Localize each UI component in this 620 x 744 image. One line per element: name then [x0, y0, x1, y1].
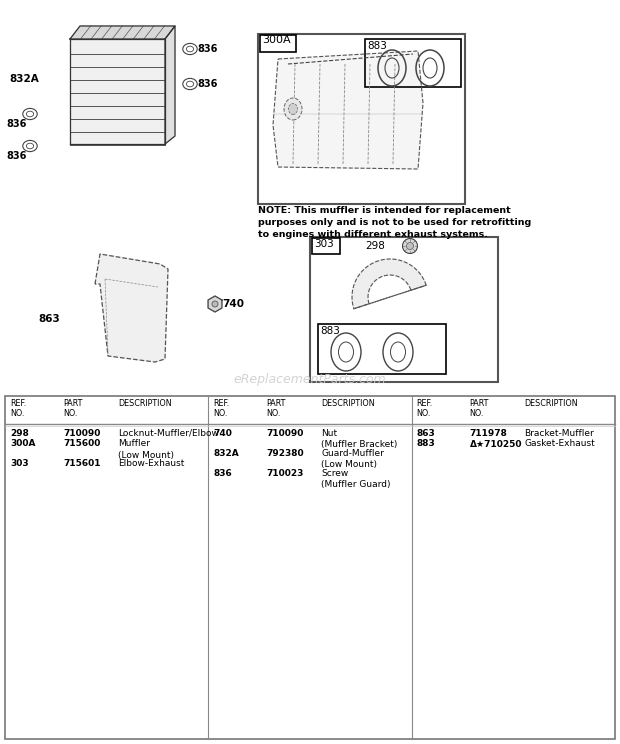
Bar — [260, 35, 296, 52]
Text: 836: 836 — [213, 469, 232, 478]
Text: Bracket-Muffler: Bracket-Muffler — [525, 429, 594, 438]
Text: eReplacementParts.com: eReplacementParts.com — [234, 373, 386, 386]
Text: 836: 836 — [197, 79, 218, 89]
Text: NOTE: This muffler is intended for replacement
purposes only and is not to be us: NOTE: This muffler is intended for repla… — [258, 206, 531, 239]
Text: 300A: 300A — [262, 35, 291, 45]
Ellipse shape — [407, 243, 414, 249]
Ellipse shape — [288, 103, 298, 115]
Bar — [312, 238, 340, 254]
Text: 300A: 300A — [10, 440, 35, 449]
Text: 836: 836 — [197, 44, 218, 54]
Text: 303: 303 — [10, 460, 29, 469]
Text: Δ★710250: Δ★710250 — [469, 440, 522, 449]
Bar — [318, 324, 446, 374]
Text: 863: 863 — [417, 429, 435, 438]
Text: 836: 836 — [6, 119, 27, 129]
Ellipse shape — [402, 239, 417, 254]
Text: 836: 836 — [6, 151, 27, 161]
Text: 883: 883 — [367, 41, 387, 51]
Text: 740: 740 — [222, 299, 244, 309]
Text: PART
NO.: PART NO. — [63, 399, 82, 418]
Text: 863: 863 — [38, 314, 60, 324]
Text: 832A: 832A — [213, 449, 239, 458]
Polygon shape — [165, 26, 175, 144]
Ellipse shape — [284, 98, 302, 120]
Text: Elbow-Exhaust: Elbow-Exhaust — [118, 460, 184, 469]
Text: Gasket-Exhaust: Gasket-Exhaust — [525, 440, 595, 449]
Polygon shape — [273, 51, 423, 169]
Text: 298: 298 — [365, 241, 385, 251]
Bar — [310, 237, 498, 382]
Text: PART
NO.: PART NO. — [469, 399, 489, 418]
Text: REF.
NO.: REF. NO. — [417, 399, 433, 418]
Text: 711978: 711978 — [469, 429, 508, 438]
Text: Nut
(Muffler Bracket): Nut (Muffler Bracket) — [321, 429, 397, 449]
Text: DESCRIPTION: DESCRIPTION — [118, 399, 172, 408]
Bar — [365, 39, 461, 87]
Text: 298: 298 — [10, 429, 29, 438]
Text: 715601: 715601 — [63, 460, 100, 469]
Text: Locknut-Muffler/Elbow: Locknut-Muffler/Elbow — [118, 429, 219, 438]
Bar — [5, 396, 615, 739]
Text: Muffler
(Low Mount): Muffler (Low Mount) — [118, 440, 174, 460]
Text: 303: 303 — [314, 239, 334, 249]
Text: 710090: 710090 — [266, 429, 304, 438]
Text: 883: 883 — [320, 326, 340, 336]
Text: 710090: 710090 — [63, 429, 100, 438]
Text: 883: 883 — [417, 440, 435, 449]
Text: REF.
NO.: REF. NO. — [213, 399, 229, 418]
Polygon shape — [70, 39, 165, 144]
Text: Guard-Muffler
(Low Mount): Guard-Muffler (Low Mount) — [321, 449, 384, 469]
Polygon shape — [208, 296, 222, 312]
Text: DESCRIPTION: DESCRIPTION — [321, 399, 375, 408]
Polygon shape — [352, 259, 426, 309]
Text: DESCRIPTION: DESCRIPTION — [525, 399, 578, 408]
Text: 740: 740 — [213, 429, 232, 438]
Text: PART
NO.: PART NO. — [266, 399, 286, 418]
Text: 832A: 832A — [9, 74, 38, 84]
Text: 715600: 715600 — [63, 440, 100, 449]
Text: 792380: 792380 — [266, 449, 304, 458]
Polygon shape — [70, 26, 175, 39]
Bar — [258, 34, 465, 204]
Polygon shape — [95, 254, 168, 362]
Ellipse shape — [212, 301, 218, 307]
Text: REF.
NO.: REF. NO. — [10, 399, 26, 418]
Text: Screw
(Muffler Guard): Screw (Muffler Guard) — [321, 469, 391, 489]
Text: 710023: 710023 — [266, 469, 304, 478]
